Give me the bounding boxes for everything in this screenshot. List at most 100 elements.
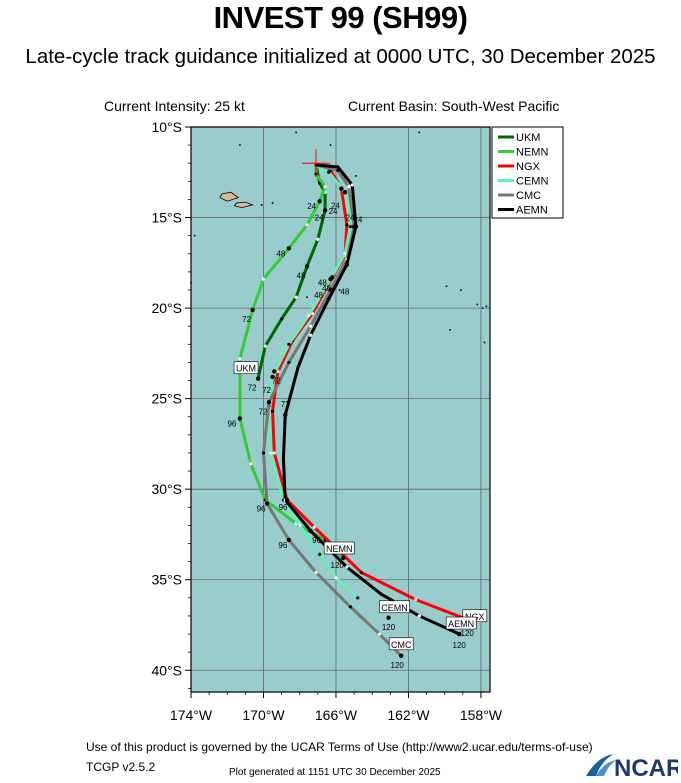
version-label: TCGP v2.5.2 bbox=[86, 760, 156, 774]
x-tick-label: 174°W bbox=[170, 707, 213, 723]
track-point-ngx bbox=[270, 409, 275, 413]
forecast-hour-dot bbox=[344, 262, 350, 267]
track-point-aemn bbox=[345, 565, 349, 569]
track-point-ngx bbox=[312, 525, 316, 529]
x-tick-label: 162°W bbox=[387, 707, 430, 723]
terms-of-use: Use of this product is governed by the U… bbox=[86, 740, 593, 754]
track-end-tag-cmc: CMC bbox=[391, 640, 412, 650]
legend-label-nemn: NEMN bbox=[516, 147, 548, 159]
forecast-hour-dot bbox=[341, 555, 346, 561]
forecast-hour-dot bbox=[272, 369, 277, 374]
legend-label-ukm: UKM bbox=[516, 132, 540, 144]
forecast-hour-label: 72 bbox=[242, 315, 251, 324]
island-dot bbox=[338, 289, 341, 291]
track-point-aemn bbox=[296, 366, 300, 370]
island-dot bbox=[460, 289, 462, 291]
forecast-hour-dot bbox=[266, 400, 272, 405]
track-ukm bbox=[256, 163, 327, 381]
track-point-ukm bbox=[263, 344, 267, 348]
track-point-ukm bbox=[294, 295, 298, 299]
y-tick-label: 30°S bbox=[151, 481, 182, 497]
track-end-tag-box bbox=[323, 541, 355, 555]
forecast-hour-label: 72 bbox=[262, 386, 271, 395]
forecast-hour-label: 48 bbox=[318, 278, 327, 287]
forecast-hour-label: 96 bbox=[312, 536, 321, 545]
track-point-cemn bbox=[356, 596, 360, 600]
forecast-hour-label: 24 bbox=[331, 202, 340, 211]
island-dot bbox=[449, 329, 451, 331]
y-tick-label: 10°S bbox=[151, 119, 182, 135]
island-dot bbox=[260, 204, 263, 206]
track-end-tag-nemn: NEMN bbox=[326, 544, 353, 554]
y-tick-label: 20°S bbox=[151, 300, 182, 316]
track-point-ngx bbox=[414, 598, 418, 602]
track-point-cemn bbox=[343, 252, 347, 256]
track-point-cmc bbox=[348, 605, 353, 609]
island-dot bbox=[295, 131, 297, 134]
chart-title: INVEST 99 (SH99) bbox=[213, 0, 468, 35]
track-point-ngx bbox=[272, 451, 276, 455]
forecast-hour-label: 96 bbox=[278, 541, 287, 550]
track-point-nemn bbox=[305, 223, 309, 227]
forecast-hour-dot bbox=[317, 199, 322, 204]
forecast-hour-dot bbox=[286, 246, 292, 251]
forecast-hour-dot bbox=[399, 653, 404, 658]
x-tick-label: 170°W bbox=[242, 707, 285, 723]
track-point-aemn bbox=[281, 456, 286, 460]
track-point-aemn bbox=[379, 592, 383, 596]
forecast-hour-label: 48 bbox=[340, 288, 349, 297]
forecast-hour-label: 120 bbox=[382, 623, 396, 632]
track-point-aemn bbox=[417, 614, 421, 618]
ncar-logo-text: NCAR bbox=[614, 755, 678, 778]
track-point-nemn bbox=[261, 277, 266, 281]
island-dot bbox=[476, 303, 479, 306]
track-point-nemn bbox=[323, 185, 327, 189]
forecast-hour-dot bbox=[342, 189, 348, 195]
forecast-hour-label: 120 bbox=[391, 661, 405, 670]
track-point-cemn bbox=[287, 342, 291, 346]
track-point-aemn bbox=[350, 183, 354, 187]
forecast-hour-dot bbox=[456, 631, 462, 637]
forecast-hour-label: 96 bbox=[227, 420, 236, 429]
island-dot bbox=[193, 234, 196, 237]
forecast-hour-label: 72 bbox=[281, 400, 290, 409]
track-point-aemn bbox=[309, 333, 313, 337]
forecast-hour-dot bbox=[283, 412, 288, 418]
forecast-hour-label: 24 bbox=[346, 214, 355, 223]
forecast-hour-label: 72 bbox=[258, 407, 267, 416]
forecast-hour-label: 120 bbox=[331, 561, 345, 570]
track-end-tag-ukm: UKM bbox=[236, 364, 256, 374]
track-point-cemn bbox=[327, 170, 331, 174]
track-end-tag-box bbox=[379, 600, 410, 614]
y-tick-label: 15°S bbox=[151, 210, 182, 226]
forecast-hour-dot bbox=[286, 537, 292, 543]
island-dot bbox=[329, 144, 332, 146]
track-point-cmc bbox=[314, 570, 318, 575]
track-end-tag-box bbox=[445, 616, 477, 630]
track-point-nemn bbox=[238, 357, 242, 361]
forecast-hour-dot bbox=[255, 376, 261, 381]
forecast-hour-label: 72 bbox=[248, 384, 257, 393]
forecast-hour-dot bbox=[322, 208, 328, 213]
current-basin: Current Basin: South-West Pacific bbox=[348, 98, 560, 114]
island-dot bbox=[306, 296, 308, 299]
track-point-nemn bbox=[249, 462, 253, 466]
forecast-hour-label: 96 bbox=[257, 505, 266, 514]
island-dot bbox=[483, 341, 486, 344]
island-dot bbox=[239, 144, 241, 146]
y-tick-label: 35°S bbox=[151, 572, 182, 588]
legend-box bbox=[491, 126, 564, 219]
chart-subtitle: Late-cycle track guidance initialized at… bbox=[25, 45, 656, 68]
forecast-hour-label: 24 bbox=[315, 213, 324, 222]
current-intensity: Current Intensity: 25 kt bbox=[104, 98, 245, 114]
track-end-tag-cemn: CEMN bbox=[381, 603, 408, 613]
forecast-hour-label: 48 bbox=[322, 284, 331, 293]
ncar-logo: NCAR bbox=[584, 752, 681, 782]
forecast-hour-label: 96 bbox=[279, 503, 288, 512]
forecast-hour-dot bbox=[339, 186, 344, 191]
track-point-cemn bbox=[269, 451, 273, 455]
forecast-hour-dot bbox=[308, 528, 313, 534]
forecast-hour-label: 48 bbox=[314, 291, 323, 300]
track-point-cemn bbox=[298, 523, 302, 527]
